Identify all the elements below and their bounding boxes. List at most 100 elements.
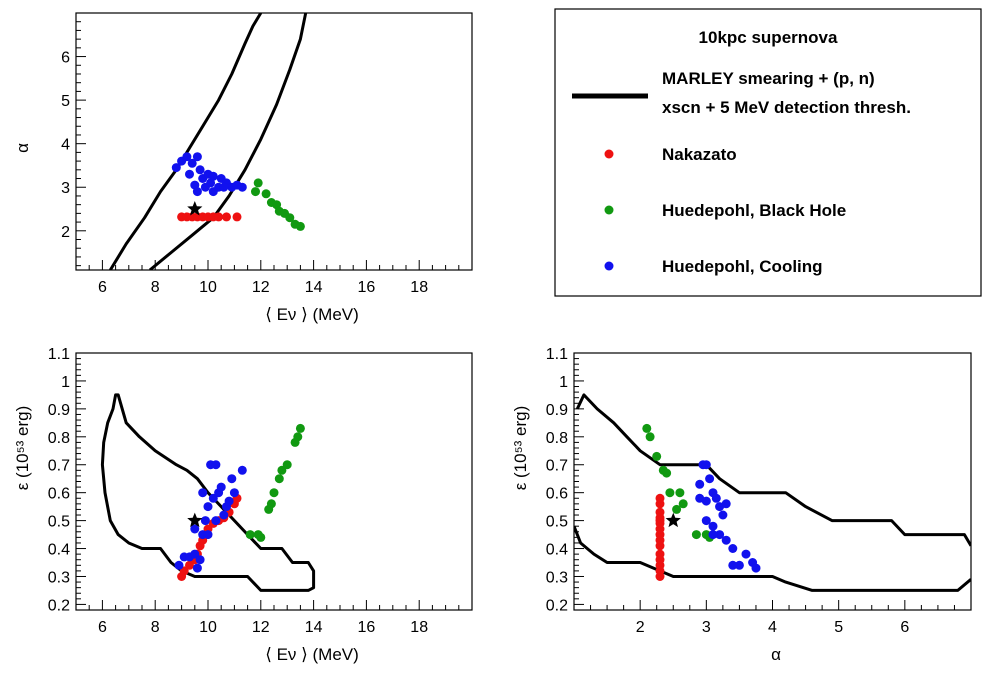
y-tick-label: 0.2 [546,597,568,614]
confidence-contour-line [148,13,308,270]
data-point-cooling [708,521,718,531]
panel-alpha-vs-energy: 6 8 10 12 14 16 18 2 3 4 5 6 ⟨ Eν ⟩ (MeV) α [13,12,473,324]
panel-epsilon-vs-energy: 6 8 10 12 14 16 18 0.2 0.3 0.4 0.5 0.6 0.7 0.8 0.9 1 1.1… [13,346,473,664]
data-point-cooling [219,182,229,192]
legend-nakazato-label: Nakazato [662,145,737,164]
data-point-cooling [198,488,208,498]
legend-nakazato-swatch [604,149,614,159]
x-tick-label: 12 [252,279,270,296]
data-point-black-hole [277,465,287,475]
confidence-contour-line [100,393,316,592]
plot-frame [573,352,972,611]
data-point-black-hole [253,178,263,188]
data-point-cooling [208,493,218,503]
y-tick-label: 0.3 [48,569,70,586]
data-point-nakazato [185,560,194,570]
x-tick-label: 8 [151,619,160,636]
data-point-cooling [701,460,711,470]
x-tick-label: 5 [834,619,843,636]
y-tick-label: 0.7 [48,458,70,475]
data-point-cooling [171,163,181,173]
y-tick-label: 1.1 [546,346,568,363]
data-point-black-hole [691,530,701,540]
y-tick-label: 0.2 [48,597,70,614]
data-point-cooling [203,502,213,512]
data-point-cooling [190,524,200,534]
data-point-cooling [195,555,205,565]
y-tick-label: 0.8 [546,430,568,447]
data-point-cooling [718,510,728,520]
data-point-black-hole [274,474,284,484]
plot-area [574,393,971,592]
data-point-cooling [211,460,221,470]
data-point-black-hole [295,423,305,433]
y-axis-label: ε (10⁵³ erg) [13,406,32,491]
y-tick-label: 1 [61,374,70,391]
data-point-nakazato [655,549,665,559]
y-tick-label: 0.7 [546,458,568,475]
x-tick-label: 4 [768,619,777,636]
data-point-cooling [219,510,229,520]
data-point-black-hole [261,189,271,199]
data-point-black-hole [662,468,672,478]
data-point-black-hole [642,423,652,433]
plot-frame [75,352,473,611]
data-point-cooling [192,152,202,162]
data-point-nakazato [214,212,224,222]
data-point-nakazato [655,507,665,517]
y-tick-label: 0.5 [546,514,568,531]
data-point-cooling [190,549,200,559]
x-tick-label: 14 [305,619,323,636]
data-point-black-hole [251,187,260,197]
x-tick-label: 2 [636,619,645,636]
data-point-black-hole [295,221,305,231]
x-tick-label: 16 [358,279,376,296]
x-tick-label: 6 [900,619,909,636]
x-tick-label: 6 [98,619,107,636]
y-tick-label: 4 [61,137,70,154]
data-point-black-hole [293,432,303,442]
data-point-cooling [711,493,721,503]
data-point-cooling [203,530,213,540]
data-point-cooling [715,530,725,540]
legend-contour-label-line2: xscn + 5 MeV detection thresh. [662,98,911,117]
data-point-cooling [224,496,234,506]
data-point-black-hole [285,213,295,223]
legend-title: 10kpc supernova [699,28,838,47]
data-point-black-hole [269,488,279,498]
x-axis-label: ⟨ Eν ⟩ (MeV) [265,305,359,324]
data-point-black-hole [652,451,662,461]
y-tick-label: 0.5 [48,514,70,531]
x-tick-label: 10 [199,619,217,636]
data-point-black-hole [266,499,276,509]
y-tick-label: 3 [61,180,70,197]
data-point-black-hole [665,488,675,498]
data-point-cooling [721,499,731,509]
data-point-black-hole [645,432,655,442]
data-point-cooling [211,516,221,526]
data-point-nakazato [222,212,231,222]
x-axis-label: α [771,645,781,664]
data-point-cooling [701,496,711,506]
y-tick-label: 0.4 [48,542,70,559]
data-point-black-hole [675,488,685,498]
y-tick-label: 0.6 [48,486,70,503]
confidence-contour-line [109,13,263,270]
data-point-cooling [721,535,731,545]
data-point-black-hole [245,530,255,540]
x-tick-label: 18 [410,619,428,636]
data-point-cooling [741,549,751,559]
y-tick-label: 6 [61,50,70,67]
data-point-cooling [195,165,205,175]
plot-area [109,13,308,270]
x-tick-label: 16 [358,619,376,636]
data-point-cooling [701,516,711,526]
data-point-cooling [187,158,197,168]
data-point-cooling [728,544,738,553]
x-tick-label: 18 [410,279,428,296]
y-tick-label: 1.1 [48,346,70,363]
panel-epsilon-vs-alpha: 2 3 4 5 6 0.2 0.3 0.4 0.5 0.6 0.7 0.8 0.9 1 1.1 α ε (10⁵… [511,346,972,664]
data-point-cooling [192,187,202,197]
legend-cooling-swatch [604,261,614,271]
y-tick-label: 5 [61,93,70,110]
